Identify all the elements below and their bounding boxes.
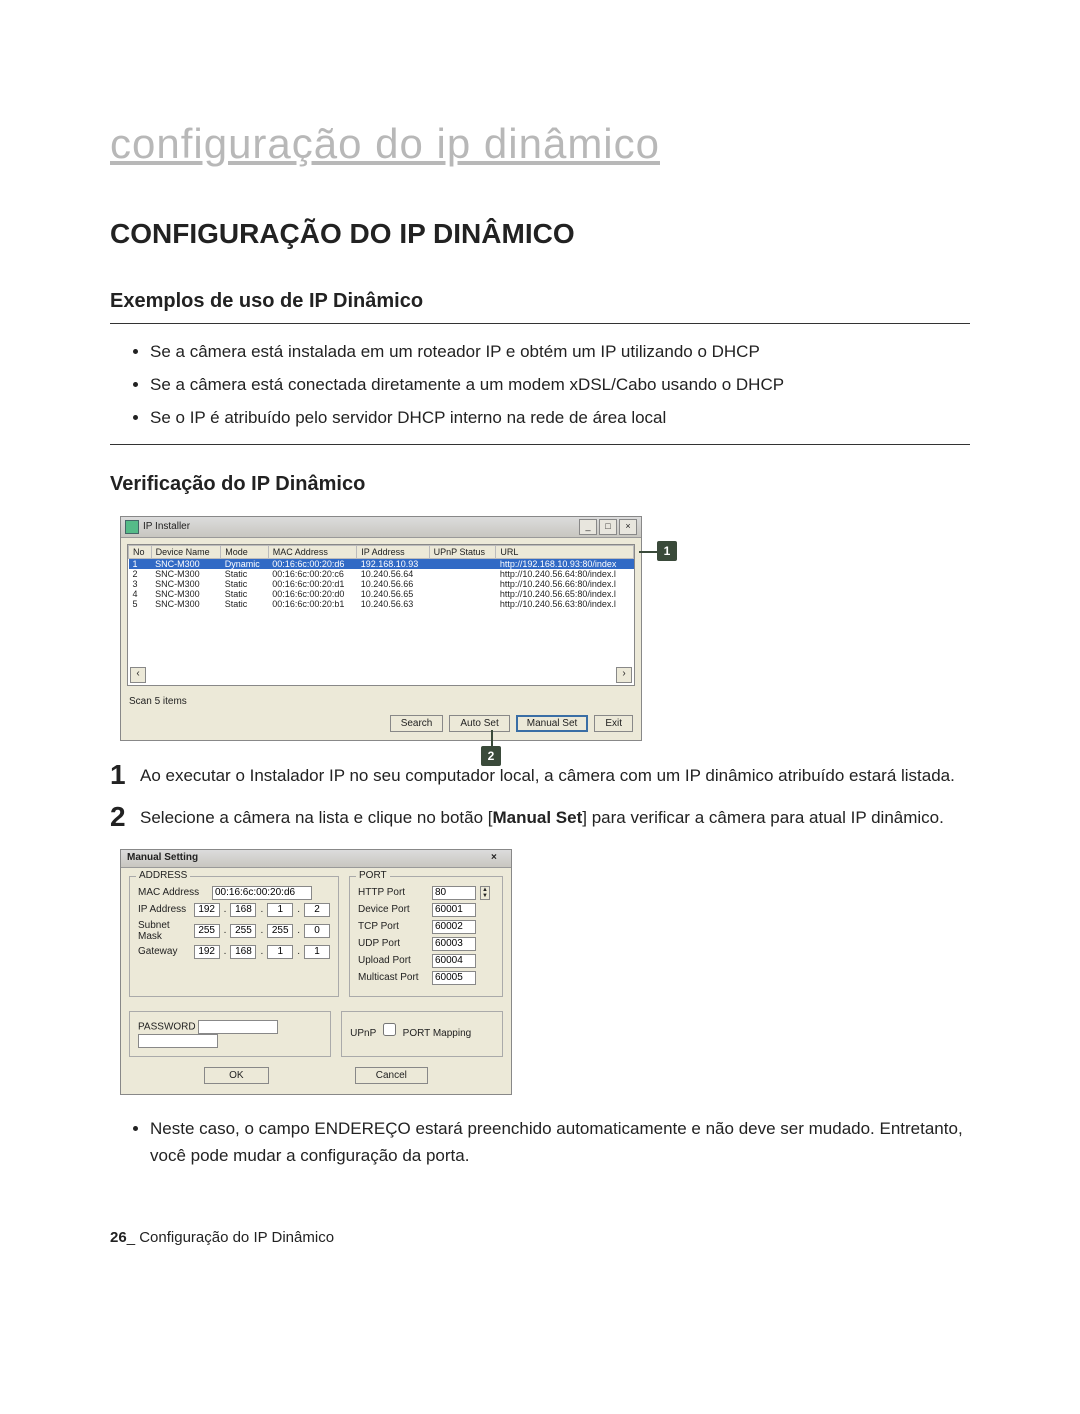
bullets-list-1: Se a câmera está instalada em um roteado… bbox=[110, 338, 970, 432]
ip-octet[interactable] bbox=[194, 903, 220, 917]
section2-title: Verificação do IP Dinâmico bbox=[110, 473, 970, 496]
close-button[interactable]: × bbox=[619, 519, 637, 535]
tcp-port-field[interactable] bbox=[432, 920, 476, 934]
window-titlebar: IP Installer _ □ × bbox=[121, 517, 641, 538]
label: Multicast Port bbox=[358, 972, 428, 983]
callout-badge-1: 1 bbox=[657, 541, 677, 561]
label: Upload Port bbox=[358, 955, 428, 966]
callout-line bbox=[639, 551, 657, 553]
manual-setting-dialog: Manual Setting × ADDRESS MAC Address IP … bbox=[120, 849, 512, 1095]
ip-installer-window: IP Installer _ □ × No Device Name Mode M… bbox=[120, 516, 642, 741]
window-title: IP Installer bbox=[143, 521, 190, 532]
port-group: PORT HTTP Port ▲▼ Device Port TCP Port U… bbox=[349, 876, 503, 997]
scroll-left-icon[interactable]: ‹ bbox=[130, 667, 146, 683]
dialog-title: Manual Setting bbox=[127, 852, 198, 865]
search-button[interactable]: Search bbox=[390, 715, 444, 732]
cancel-button[interactable]: Cancel bbox=[355, 1067, 428, 1084]
exit-button[interactable]: Exit bbox=[594, 715, 633, 732]
upload-port-field[interactable] bbox=[432, 954, 476, 968]
step-text: Selecione a câmera na lista e clique no … bbox=[140, 803, 944, 831]
col-header[interactable]: URL bbox=[496, 545, 634, 558]
close-button[interactable]: × bbox=[491, 852, 505, 865]
col-header[interactable]: UPnP Status bbox=[429, 545, 496, 558]
device-port-field[interactable] bbox=[432, 903, 476, 917]
col-header[interactable]: No bbox=[129, 545, 152, 558]
col-header[interactable]: IP Address bbox=[357, 545, 429, 558]
http-port-field[interactable] bbox=[432, 886, 476, 900]
label: HTTP Port bbox=[358, 887, 428, 898]
table-row[interactable]: 5SNC-M300Static00:16:6c:00:20:b110.240.5… bbox=[129, 599, 634, 609]
status-text: Scan 5 items bbox=[129, 696, 187, 707]
subnet-octet[interactable] bbox=[267, 924, 293, 938]
divider bbox=[110, 323, 970, 324]
subnet-octet[interactable] bbox=[194, 924, 220, 938]
password-confirm-field[interactable] bbox=[138, 1034, 218, 1048]
bullet: Se o IP é atribuído pelo servidor DHCP i… bbox=[150, 404, 970, 431]
mac-address-field[interactable] bbox=[212, 886, 312, 900]
label: Device Port bbox=[358, 904, 428, 915]
table-row[interactable]: 2SNC-M300Static00:16:6c:00:20:c610.240.5… bbox=[129, 569, 634, 579]
page-number: 26 bbox=[110, 1229, 127, 1246]
subnet-octet[interactable] bbox=[230, 924, 256, 938]
udp-port-field[interactable] bbox=[432, 937, 476, 951]
label: Subnet Mask bbox=[138, 920, 190, 942]
label: UDP Port bbox=[358, 938, 428, 949]
step-number: 2 bbox=[110, 803, 140, 831]
maximize-button[interactable]: □ bbox=[599, 519, 617, 535]
ok-button[interactable]: OK bbox=[204, 1067, 268, 1084]
checkbox-icon[interactable] bbox=[383, 1023, 396, 1036]
gateway-octet[interactable] bbox=[230, 945, 256, 959]
col-header[interactable]: Mode bbox=[221, 545, 269, 558]
password-field[interactable] bbox=[198, 1020, 278, 1034]
divider bbox=[110, 444, 970, 445]
scroll-right-icon[interactable]: › bbox=[616, 667, 632, 683]
section1-title: Exemplos de uso de IP Dinâmico bbox=[110, 290, 970, 313]
label: Gateway bbox=[138, 946, 190, 957]
light-title: configuração do ip dinâmico bbox=[110, 120, 970, 168]
upnp-group: UPnP PORT Mapping bbox=[341, 1011, 503, 1057]
step-number: 1 bbox=[110, 761, 140, 789]
bullet: Se a câmera está instalada em um roteado… bbox=[150, 338, 970, 365]
callout-line bbox=[491, 730, 493, 746]
ip-octet[interactable] bbox=[304, 903, 330, 917]
step-text: Ao executar o Instalador IP no seu compu… bbox=[140, 761, 955, 789]
gateway-octet[interactable] bbox=[304, 945, 330, 959]
label: MAC Address bbox=[138, 887, 208, 898]
footer-text: Configuração do IP Dinâmico bbox=[139, 1229, 334, 1246]
multicast-port-field[interactable] bbox=[432, 971, 476, 985]
col-header[interactable]: Device Name bbox=[151, 545, 221, 558]
table-row[interactable]: 3SNC-M300Static00:16:6c:00:20:d110.240.5… bbox=[129, 579, 634, 589]
address-group: ADDRESS MAC Address IP Address . . . Sub… bbox=[129, 876, 339, 997]
callout-badge-2: 2 bbox=[481, 746, 501, 766]
label: TCP Port bbox=[358, 921, 428, 932]
ip-octet[interactable] bbox=[230, 903, 256, 917]
gateway-octet[interactable] bbox=[267, 945, 293, 959]
app-icon bbox=[125, 520, 139, 534]
note-list: Neste caso, o campo ENDEREÇO estará pree… bbox=[110, 1115, 970, 1169]
manual-set-button[interactable]: Manual Set bbox=[516, 715, 589, 732]
device-list[interactable]: No Device Name Mode MAC Address IP Addre… bbox=[127, 544, 635, 686]
password-group: PASSWORD bbox=[129, 1011, 331, 1057]
group-title: UPnP bbox=[350, 1028, 376, 1039]
group-title: ADDRESS bbox=[136, 870, 190, 881]
ip-octet[interactable] bbox=[267, 903, 293, 917]
minimize-button[interactable]: _ bbox=[579, 519, 597, 535]
port-mapping-checkbox[interactable]: PORT Mapping bbox=[379, 1028, 471, 1039]
bullet: Se a câmera está conectada diretamente a… bbox=[150, 371, 970, 398]
group-title: PORT bbox=[356, 870, 390, 881]
page-footer: 26_ Configuração do IP Dinâmico bbox=[110, 1229, 970, 1246]
auto-set-button[interactable]: Auto Set bbox=[449, 715, 509, 732]
note-bullet: Neste caso, o campo ENDEREÇO estará pree… bbox=[150, 1115, 970, 1169]
table-row[interactable]: 1SNC-M300Dynamic00:16:6c:00:20:d6192.168… bbox=[129, 558, 634, 569]
spinner-icon[interactable]: ▲▼ bbox=[480, 886, 490, 900]
group-title: PASSWORD bbox=[138, 1021, 196, 1032]
gateway-octet[interactable] bbox=[194, 945, 220, 959]
main-title: CONFIGURAÇÃO DO IP DINÂMICO bbox=[110, 218, 970, 250]
table-row[interactable]: 4SNC-M300Static00:16:6c:00:20:d010.240.5… bbox=[129, 589, 634, 599]
col-header[interactable]: MAC Address bbox=[268, 545, 356, 558]
subnet-octet[interactable] bbox=[304, 924, 330, 938]
label: IP Address bbox=[138, 904, 190, 915]
